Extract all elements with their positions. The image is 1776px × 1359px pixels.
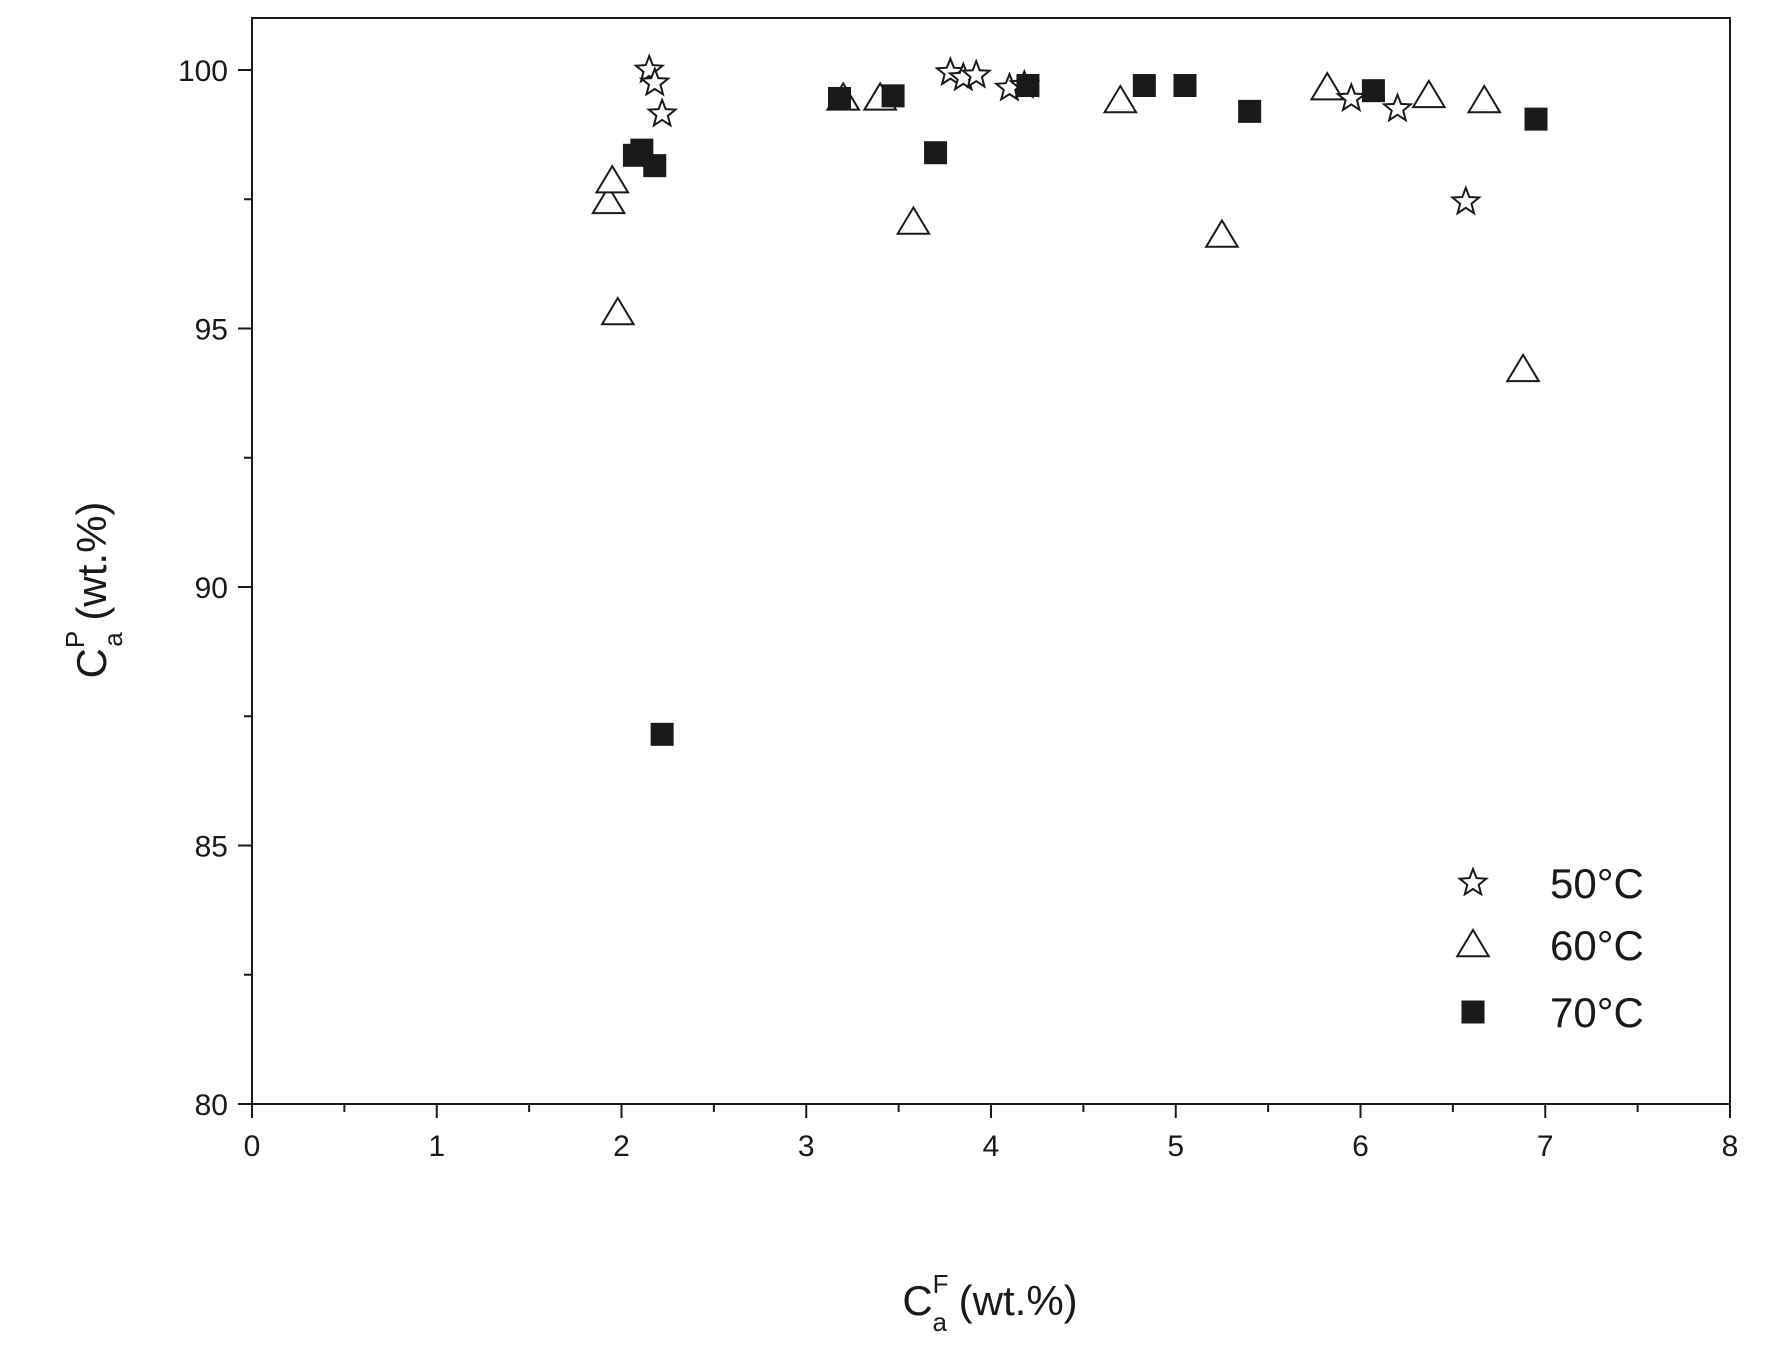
x-tick-label: 3 bbox=[798, 1130, 815, 1163]
point-70C bbox=[828, 86, 852, 110]
point-50C bbox=[1335, 81, 1368, 113]
point-60C bbox=[1505, 352, 1541, 383]
y-tick-label: 90 bbox=[195, 572, 228, 605]
legend-label-60C: 60°C bbox=[1550, 922, 1644, 969]
point-50C bbox=[646, 97, 679, 128]
x-tick-label: 8 bbox=[1722, 1130, 1739, 1163]
y-tick-label: 95 bbox=[195, 314, 228, 347]
point-50C bbox=[934, 55, 967, 87]
point-60C bbox=[895, 205, 931, 235]
point-60C bbox=[591, 184, 627, 215]
point-50C bbox=[1381, 92, 1414, 123]
point-50C bbox=[633, 53, 666, 84]
point-60C bbox=[600, 296, 636, 326]
legend-marker-70C bbox=[1461, 1000, 1485, 1024]
x-tick-label: 5 bbox=[1167, 1130, 1184, 1163]
point-70C bbox=[643, 154, 667, 178]
point-50C bbox=[638, 66, 671, 97]
point-70C bbox=[650, 722, 674, 746]
y-tick-label: 80 bbox=[195, 1089, 228, 1122]
x-tick-label: 6 bbox=[1352, 1130, 1369, 1163]
legend: 50°C 60°C 70°C bbox=[1455, 860, 1644, 1036]
y-tick-label: 85 bbox=[195, 831, 228, 864]
x-tick-label: 1 bbox=[428, 1130, 445, 1163]
point-70C bbox=[1524, 107, 1548, 131]
y-tick-label: 100 bbox=[178, 55, 228, 88]
point-60C bbox=[1204, 218, 1240, 248]
point-70C bbox=[1016, 74, 1040, 98]
point-70C bbox=[924, 141, 948, 165]
point-50C bbox=[960, 58, 993, 89]
legend-label-50C: 50°C bbox=[1550, 860, 1644, 907]
x-tick-label: 0 bbox=[244, 1130, 261, 1163]
data-points bbox=[591, 53, 1548, 746]
x-tick-label: 4 bbox=[983, 1130, 1000, 1163]
x-tick-label: 2 bbox=[613, 1130, 630, 1163]
point-70C bbox=[881, 84, 905, 108]
point-60C bbox=[1466, 84, 1502, 114]
point-60C bbox=[1411, 78, 1447, 109]
legend-marker-50C bbox=[1457, 866, 1489, 897]
point-70C bbox=[1238, 99, 1262, 123]
point-60C bbox=[1309, 71, 1345, 101]
legend-label-70C: 70°C bbox=[1550, 989, 1644, 1036]
point-60C bbox=[1102, 84, 1138, 114]
axes: 0 1 2 3 4 5 6 7 8 80 85 90 95 100 bbox=[178, 17, 1739, 1163]
y-axis-label: CP a (wt.%) bbox=[60, 502, 128, 679]
point-60C bbox=[594, 164, 630, 194]
x-axis-label: CF a (wt.%) bbox=[902, 1269, 1077, 1337]
point-70C bbox=[1132, 74, 1156, 98]
point-70C bbox=[1361, 79, 1385, 103]
point-50C bbox=[1449, 184, 1482, 216]
x-tick-label: 7 bbox=[1537, 1130, 1554, 1163]
point-70C bbox=[1173, 74, 1197, 98]
legend-marker-60C bbox=[1455, 928, 1491, 958]
